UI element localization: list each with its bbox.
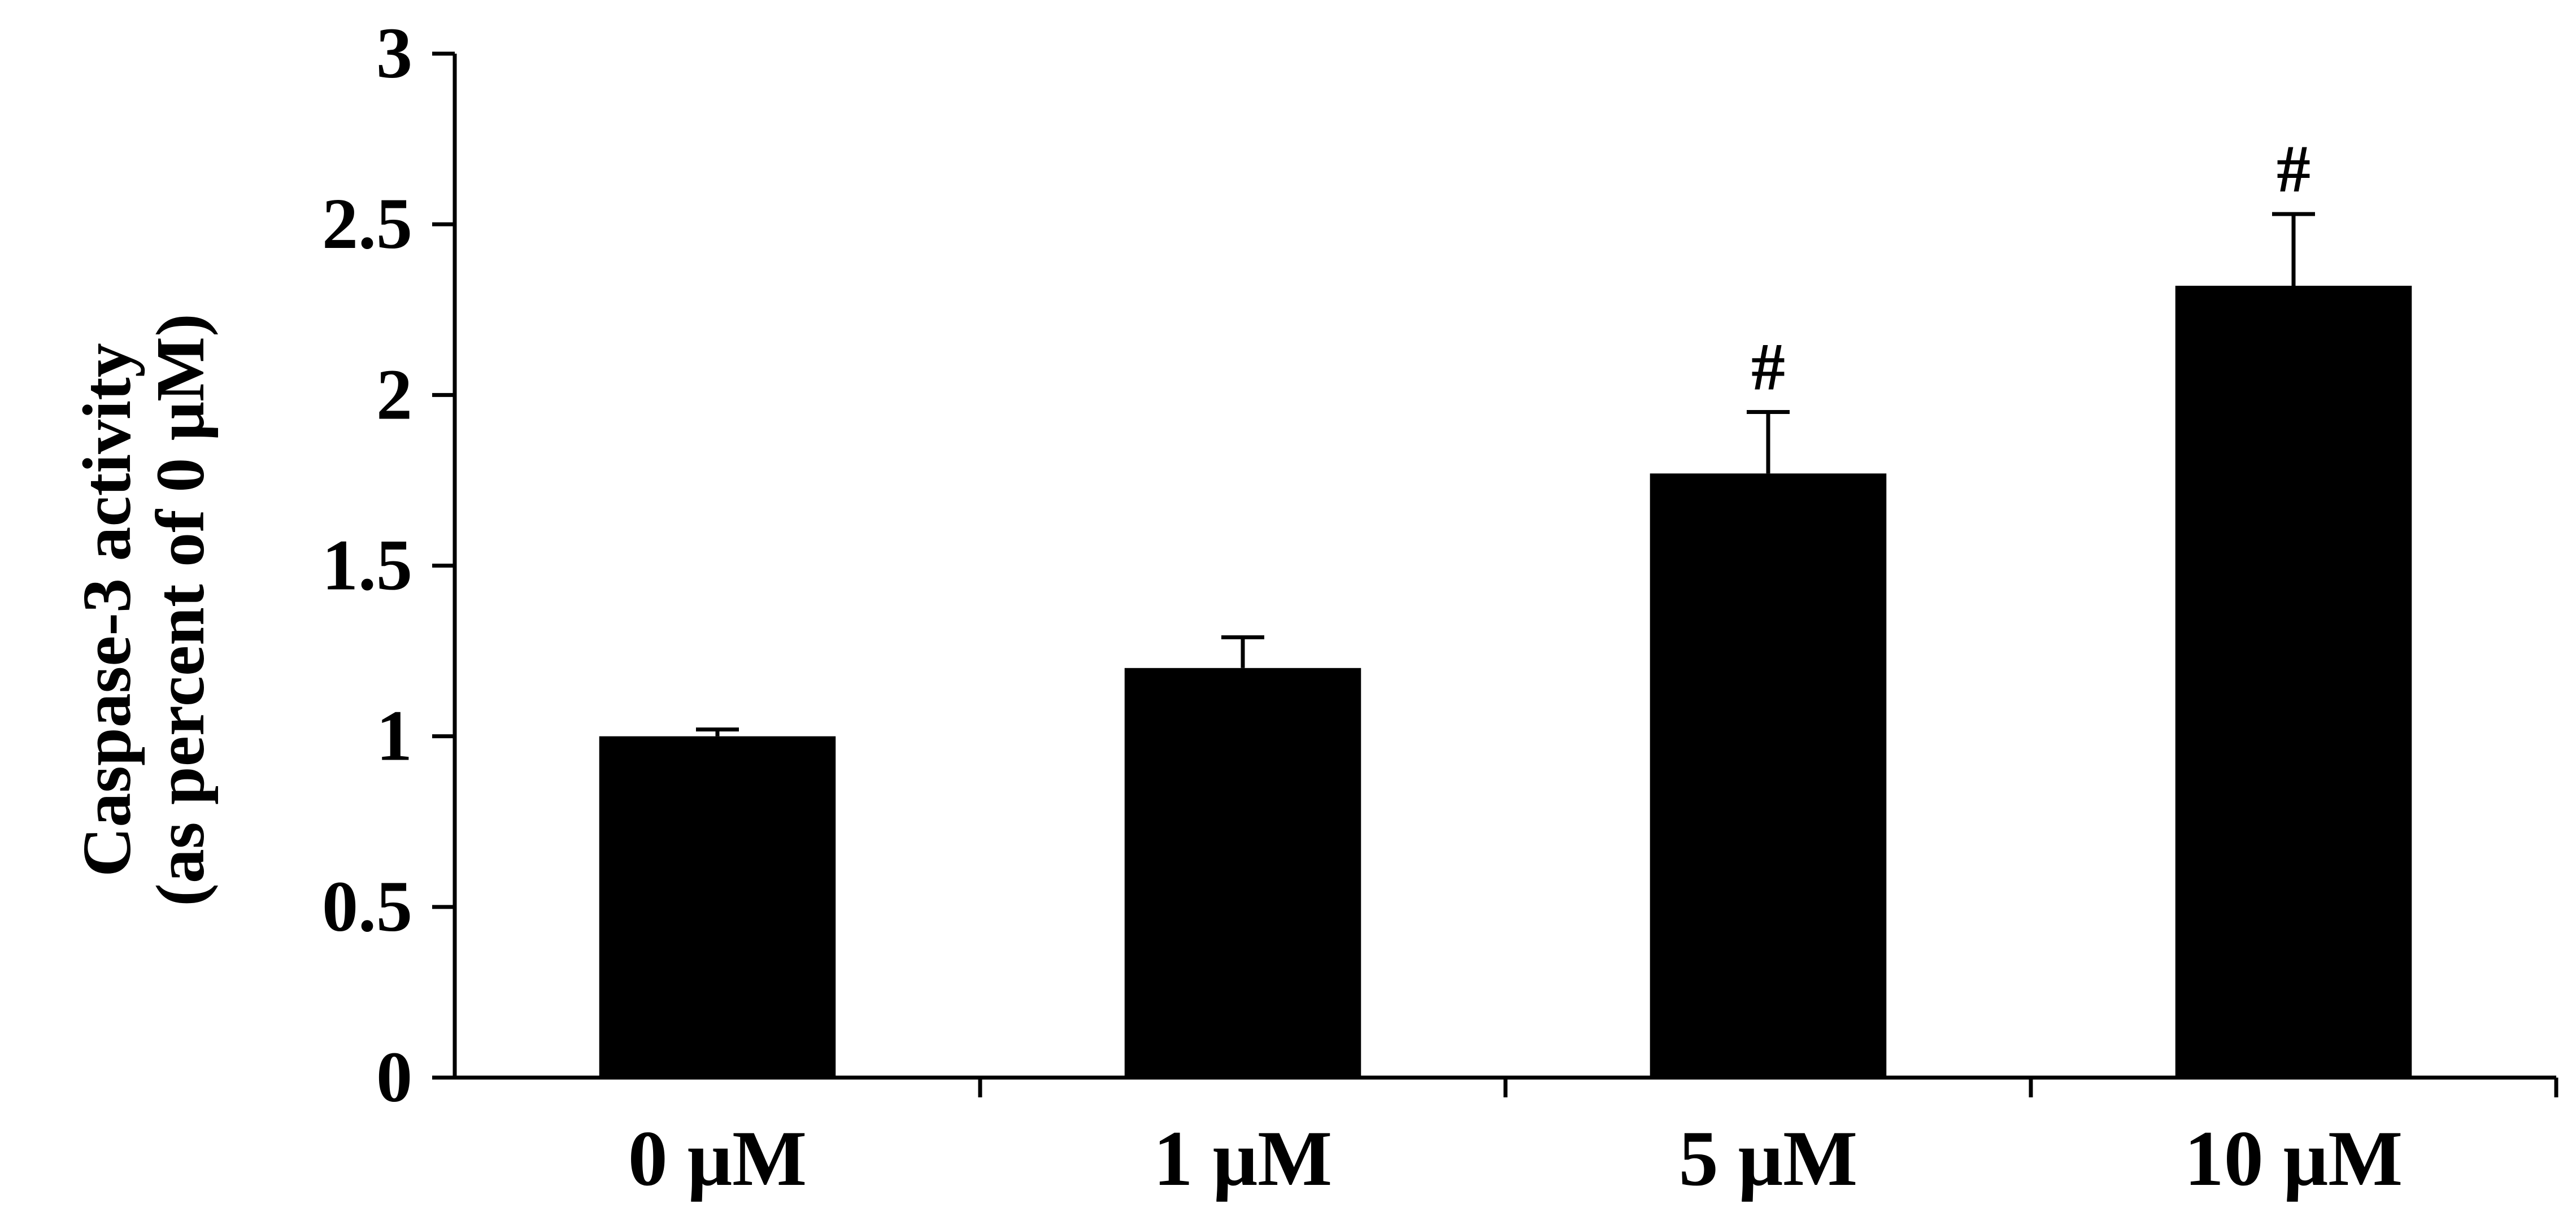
x-tick-label: 1 μM	[1154, 1115, 1333, 1202]
y-axis-label: Caspase-3 activity (as percent of 0 μM)	[69, 313, 219, 906]
y-tick-label: 0.5	[322, 866, 412, 947]
y-tick-label: 1.5	[322, 525, 412, 605]
error-bars	[696, 212, 2315, 736]
y-tick-label: 2.5	[322, 184, 412, 264]
y-axis-label-line1: Caspase-3 activity	[69, 343, 145, 877]
x-tick-label: 5 μM	[1679, 1115, 1858, 1202]
significance-marks: ##	[1751, 131, 2310, 404]
y-axis-label-line2: (as percent of 0 μM)	[142, 313, 219, 906]
y-tick-label: 3	[376, 13, 412, 93]
y-tick-label: 1	[376, 696, 412, 776]
significance-mark: #	[1751, 329, 1785, 404]
bar	[2175, 285, 2412, 1078]
bar	[599, 736, 836, 1078]
y-tick-label: 0	[376, 1037, 412, 1117]
x-tick-label: 0 μM	[628, 1115, 807, 1202]
y-tick-label: 2	[376, 354, 412, 434]
bar	[1124, 668, 1361, 1078]
x-tick-labels: 0 μM 1 μM 5 μM 10 μM	[628, 1115, 2403, 1202]
bar	[1650, 473, 1887, 1078]
significance-mark: #	[2277, 131, 2310, 206]
x-tick-label: 10 μM	[2185, 1115, 2403, 1202]
y-ticks: 0 0.5 1 1.5 2 2.5 3	[322, 13, 455, 1117]
bars	[599, 285, 2412, 1078]
